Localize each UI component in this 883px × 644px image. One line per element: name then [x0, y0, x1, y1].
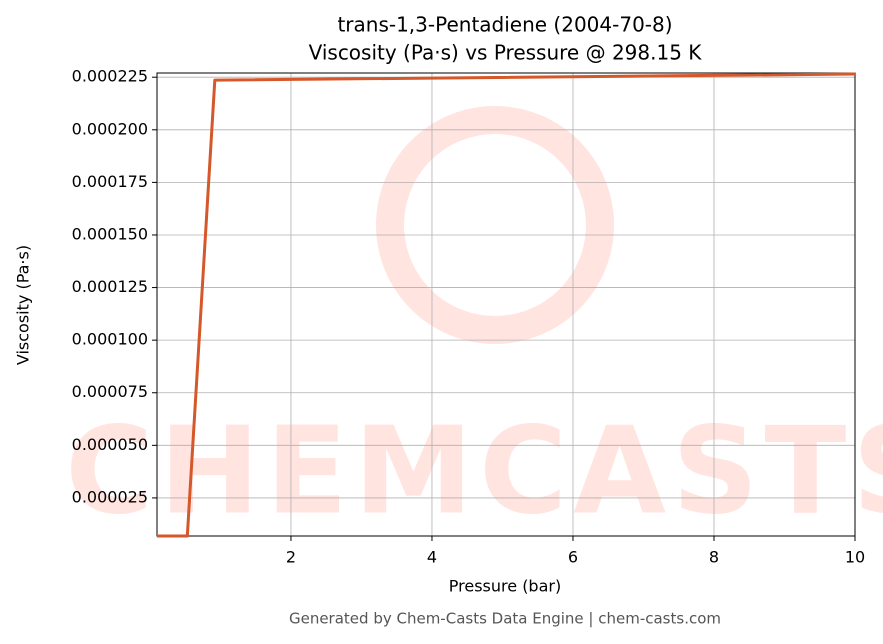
y-tick-label: 0.000050: [72, 435, 148, 454]
y-tick-label: 0.000225: [72, 67, 148, 86]
y-tick-label: 0.000100: [72, 330, 148, 349]
y-tick-label: 0.000200: [72, 119, 148, 138]
footer: Generated by Chem-Casts Data Engine | ch…: [289, 610, 721, 628]
y-axis-label: Viscosity (Pa·s): [14, 245, 33, 365]
y-tick-label: 0.000175: [72, 172, 148, 191]
chart-subtitle: Viscosity (Pa·s) vs Pressure @ 298.15 K: [309, 41, 703, 65]
y-tick-label: 0.000150: [72, 224, 148, 243]
watermark-logo: [376, 106, 614, 344]
watermark: CHEMCASTS: [65, 106, 883, 542]
data-line: [157, 72, 856, 538]
x-tick-label: 8: [709, 548, 719, 567]
x-tick-label: 6: [568, 548, 578, 567]
x-axis-label: Pressure (bar): [449, 577, 561, 596]
y-tick-label: 0.000075: [72, 382, 148, 401]
x-tick-label: 10: [845, 548, 865, 567]
x-tick-label: 2: [286, 548, 296, 567]
watermark-text: CHEMCASTS: [65, 403, 883, 542]
x-tick-label: 4: [427, 548, 437, 567]
plot-frame: [156, 72, 856, 537]
y-tick-label: 0.000125: [72, 277, 148, 296]
chart-title: trans-1,3-Pentadiene (2004-70-8): [337, 13, 672, 37]
y-tick-label: 0.000025: [72, 487, 148, 506]
